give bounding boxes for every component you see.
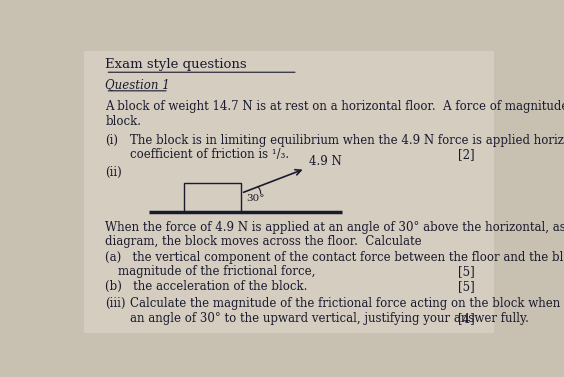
Bar	[184, 183, 241, 212]
Text: 4.9 N: 4.9 N	[309, 155, 342, 168]
Text: (b)   the acceleration of the block.: (b) the acceleration of the block.	[105, 280, 308, 293]
Text: block.: block.	[105, 115, 142, 128]
Text: Calculate the magnitude of the frictional force acting on the block when the 4.9: Calculate the magnitude of the frictiona…	[130, 297, 564, 310]
Text: Question 1: Question 1	[105, 79, 170, 92]
Text: The block is in limiting equilibrium when the 4.9 N force is applied horizontall: The block is in limiting equilibrium whe…	[130, 134, 564, 147]
Text: an angle of 30° to the upward vertical, justifying your answer fully.: an angle of 30° to the upward vertical, …	[130, 312, 528, 325]
Text: (ii): (ii)	[105, 166, 122, 179]
Text: When the force of 4.9 N is applied at an angle of 30° above the horizontal, as s: When the force of 4.9 N is applied at an…	[105, 221, 564, 234]
Text: [2]: [2]	[458, 148, 475, 161]
Text: [5]: [5]	[458, 280, 475, 293]
Text: Exam style questions: Exam style questions	[105, 58, 247, 71]
Text: (a)   the vertical component of the contact force between the floor and the bloc: (a) the vertical component of the contac…	[105, 251, 564, 264]
Text: A block of weight 14.7 N is at rest on a horizontal floor.  A force of magnitude: A block of weight 14.7 N is at rest on a…	[105, 100, 564, 113]
FancyBboxPatch shape	[83, 51, 495, 333]
Text: (iii): (iii)	[105, 297, 126, 310]
Text: (i): (i)	[105, 134, 118, 147]
Text: diagram, the block moves across the floor.  Calculate: diagram, the block moves across the floo…	[105, 235, 422, 248]
Text: 30°: 30°	[246, 194, 265, 203]
Text: coefficient of friction is ¹/₃.: coefficient of friction is ¹/₃.	[130, 148, 289, 161]
Text: [5]: [5]	[458, 265, 475, 278]
Text: magnitude of the frictional force,: magnitude of the frictional force,	[118, 265, 315, 278]
Text: [4]: [4]	[458, 312, 475, 325]
